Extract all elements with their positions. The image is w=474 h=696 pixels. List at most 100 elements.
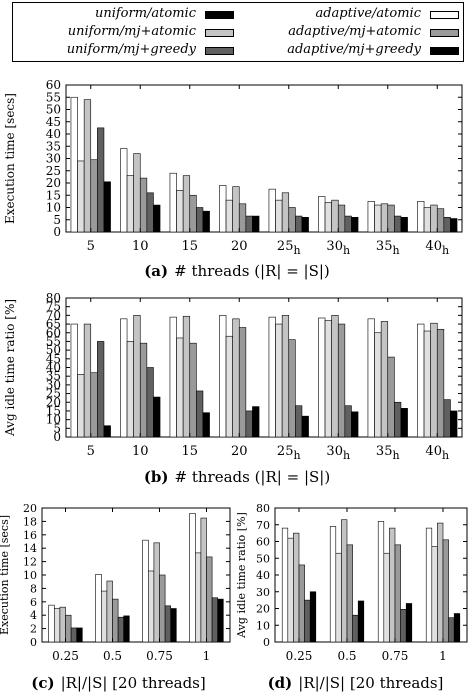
bar xyxy=(405,603,413,643)
bar xyxy=(170,608,177,643)
y-tick-label: 80 xyxy=(46,291,61,305)
bar xyxy=(450,410,458,438)
y-tick-label: 12 xyxy=(23,556,37,569)
caption-d: (d) |R|/|S| [20 threads] xyxy=(237,674,474,692)
bar xyxy=(380,321,389,438)
bar xyxy=(153,204,161,233)
bar xyxy=(400,609,407,643)
bar xyxy=(76,627,83,643)
bar xyxy=(275,323,283,438)
y-axis-label: Execution time [secs] xyxy=(3,93,17,224)
bar xyxy=(268,188,276,233)
bar xyxy=(344,215,352,233)
y-axis-label: Execution time [secs] xyxy=(0,515,11,635)
legend-swatch xyxy=(205,11,234,19)
bar xyxy=(77,160,85,233)
bar xyxy=(126,341,134,438)
bar xyxy=(288,207,296,233)
bar xyxy=(425,527,433,643)
y-tick-label: 40 xyxy=(46,361,61,375)
caption-tag: (a) xyxy=(144,262,169,280)
bar xyxy=(103,425,111,438)
bar xyxy=(430,204,438,233)
bar xyxy=(97,127,105,233)
y-axis-label: Avg idle time ratio [%] xyxy=(237,512,248,639)
caption-tag: (b) xyxy=(143,468,169,486)
y-tick-label: 60 xyxy=(46,326,61,340)
bar xyxy=(295,405,303,438)
bar xyxy=(159,574,166,643)
y-tick-label: 5 xyxy=(53,421,61,435)
bar xyxy=(146,367,154,438)
bar xyxy=(59,606,66,643)
y-tick-label: 70 xyxy=(256,519,270,532)
x-tick-label: 15 xyxy=(181,444,198,459)
legend-label: adaptive/mj+atomic xyxy=(288,24,421,39)
bar xyxy=(126,175,134,233)
bar xyxy=(70,96,78,233)
y-tick-label: 50 xyxy=(256,552,270,565)
bar xyxy=(443,399,451,438)
x-tick-label: 30h xyxy=(326,444,350,462)
bar xyxy=(106,580,113,643)
caption-b: (b) # threads (|R| = |S|) xyxy=(0,468,474,486)
bar xyxy=(394,544,401,643)
y-tick-label: 4 xyxy=(30,609,37,622)
y-tick-label: 15 xyxy=(46,188,61,202)
bar xyxy=(232,318,240,438)
x-tick-label: 0.75 xyxy=(382,649,409,663)
bar xyxy=(202,210,210,233)
caption-a: (a) # threads (|R| = |S|) xyxy=(0,262,474,280)
bar xyxy=(374,332,382,438)
bar xyxy=(329,526,337,643)
y-tick-label: 0 xyxy=(53,225,61,239)
x-tick-label: 1 xyxy=(203,649,211,663)
caption-text: # threads (|R| = |S|) xyxy=(174,262,330,280)
bar xyxy=(70,627,77,643)
bar xyxy=(232,186,240,233)
bar xyxy=(148,570,155,643)
bar xyxy=(53,608,61,643)
bar xyxy=(301,415,309,438)
bar xyxy=(153,542,160,643)
x-tick-label: 0.5 xyxy=(337,649,356,663)
bar xyxy=(189,194,197,233)
bar xyxy=(318,317,326,438)
bar xyxy=(443,217,451,233)
bar xyxy=(387,356,395,438)
x-tick-label: 25h xyxy=(277,239,301,257)
bar xyxy=(400,217,408,233)
caption-text: # threads (|R| = |S|) xyxy=(174,468,331,486)
bar xyxy=(275,199,283,233)
x-tick-label: 10 xyxy=(132,444,149,459)
bar xyxy=(189,342,197,438)
bar xyxy=(304,599,311,643)
x-tick-label: 10 xyxy=(132,239,149,254)
bar xyxy=(394,215,402,233)
y-tick-label: 45 xyxy=(46,352,61,366)
bar xyxy=(437,522,444,643)
legend: uniform/atomic adaptive/atomic uniform/m… xyxy=(12,2,464,62)
y-tick-label: 2 xyxy=(30,623,37,636)
x-tick-label: 5 xyxy=(87,239,95,254)
bar xyxy=(324,320,332,438)
bar xyxy=(417,201,425,233)
bar xyxy=(298,564,305,643)
y-tick-label: 20 xyxy=(256,603,270,616)
bar xyxy=(377,521,385,643)
bar xyxy=(252,215,260,233)
bar xyxy=(293,532,300,643)
x-tick-label: 0.5 xyxy=(103,649,122,663)
y-tick-label: 35 xyxy=(46,139,61,153)
y-tick-label: 18 xyxy=(23,515,37,528)
y-tick-label: 60 xyxy=(46,78,61,92)
y-tick-label: 14 xyxy=(23,542,37,555)
bar xyxy=(176,190,184,233)
legend-item: uniform/atomic xyxy=(19,6,234,24)
y-tick-label: 50 xyxy=(46,103,61,117)
bar xyxy=(219,315,227,438)
bar xyxy=(337,323,346,438)
